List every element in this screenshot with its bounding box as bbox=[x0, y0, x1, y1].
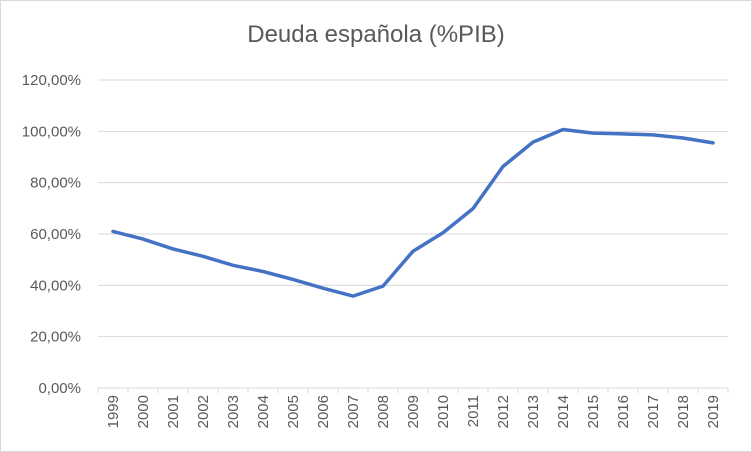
x-tick-label: 2017 bbox=[645, 395, 662, 428]
x-tick-label: 2013 bbox=[525, 395, 542, 428]
y-tick-label: 80,00% bbox=[30, 175, 81, 192]
x-tick-label: 2004 bbox=[255, 395, 272, 428]
x-tick-label: 2007 bbox=[345, 395, 362, 428]
x-tick-label: 2016 bbox=[615, 395, 632, 428]
x-tick-label: 2000 bbox=[135, 395, 152, 428]
x-tick-label: 2011 bbox=[465, 395, 482, 427]
y-tick-label: 60,00% bbox=[30, 226, 81, 243]
x-tick-label: 1999 bbox=[105, 395, 122, 428]
chart-title: Deuda española (%PIB) bbox=[247, 21, 505, 48]
y-tick-label: 120,00% bbox=[22, 72, 81, 89]
x-tick-label: 2002 bbox=[195, 395, 212, 428]
y-tick-label: 40,00% bbox=[30, 277, 81, 294]
y-tick-label: 20,00% bbox=[30, 329, 81, 346]
x-tick-label: 2014 bbox=[555, 395, 572, 428]
x-tick-label: 2019 bbox=[705, 395, 722, 428]
x-tick-label: 2005 bbox=[285, 395, 302, 428]
series-line bbox=[111, 127, 715, 298]
x-tick-label: 2009 bbox=[405, 395, 422, 428]
y-tick-label: 0,00% bbox=[38, 380, 81, 397]
x-tick-label: 2012 bbox=[495, 395, 512, 428]
x-tick-label: 2015 bbox=[585, 395, 602, 428]
y-tick-label: 100,00% bbox=[22, 123, 81, 140]
x-tick-label: 2018 bbox=[675, 395, 692, 428]
x-tick-label: 2006 bbox=[315, 395, 332, 428]
x-tick-label: 2008 bbox=[375, 395, 392, 428]
x-tick-label: 2001 bbox=[165, 395, 182, 428]
x-tick-label: 2003 bbox=[225, 395, 242, 428]
x-tick-label: 2010 bbox=[435, 395, 452, 428]
